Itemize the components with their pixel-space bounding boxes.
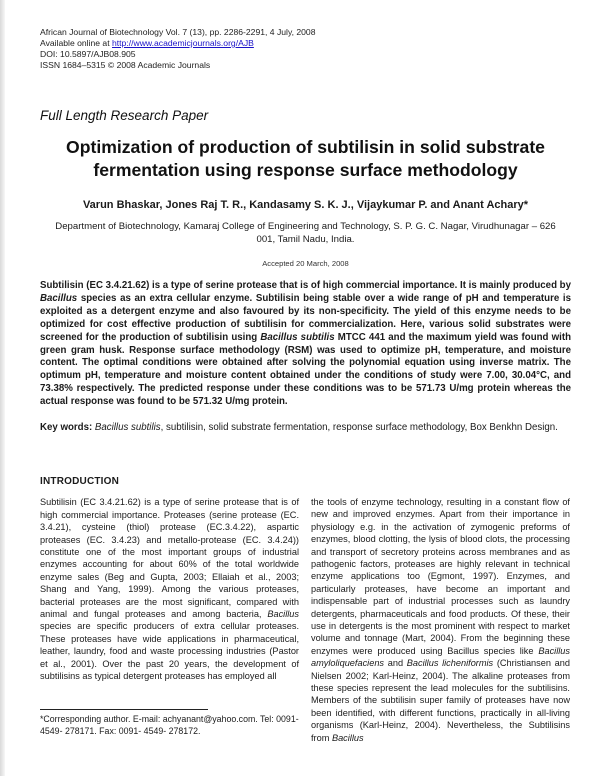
- affiliation-line: Department of Biotechnology, Kamaraj Col…: [55, 221, 556, 245]
- doi-line: DOI: 10.5897/AJB08.905: [40, 49, 136, 59]
- accepted-date: Accepted 20 March, 2008: [262, 259, 349, 268]
- journal-header: African Journal of Biotechnology Vol. 7 …: [40, 27, 571, 71]
- keywords-label: Key words:: [40, 422, 93, 434]
- availability-line: Available online at http://www.academicj…: [40, 38, 571, 49]
- introduction-text-right: the tools of enzyme technology, resultin…: [311, 496, 570, 743]
- column-right: the tools of enzyme technology, resultin…: [311, 476, 570, 744]
- footnote-divider: [40, 709, 208, 711]
- section-label: Full Length Research Paper: [40, 108, 209, 123]
- paper-title: Optimization of production of subtilisin…: [66, 137, 545, 180]
- abstract-text: Subtilisin (EC 3.4.21.62) is a type of s…: [40, 280, 572, 408]
- keywords-text: Bacillus subtilis, subtilisin, solid sub…: [94, 422, 558, 434]
- footnote-text: *Corresponding author. E-mail: achyanant…: [40, 714, 299, 737]
- corresponding-author-footnote: *Corresponding author. E-mail: achyanant…: [40, 709, 299, 737]
- page-edge: [0, 0, 5, 776]
- body-columns: INTRODUCTION Subtilisin (EC 3.4.21.62) i…: [40, 476, 571, 744]
- introduction-heading: INTRODUCTION: [40, 475, 120, 487]
- journal-url-link[interactable]: http://www.academicjournals.org/AJB: [112, 38, 254, 48]
- column-left: INTRODUCTION Subtilisin (EC 3.4.21.62) i…: [40, 476, 299, 744]
- journal-citation-line: African Journal of Biotechnology Vol. 7 …: [40, 27, 316, 37]
- keywords-block: Key words: Bacillus subtilis, subtilisin…: [40, 422, 571, 435]
- issn-line: ISSN 1684–5315 © 2008 Academic Journals: [40, 60, 211, 70]
- availability-prefix: Available online at: [40, 38, 112, 48]
- introduction-text-left: Subtilisin (EC 3.4.21.62) is a type of s…: [40, 497, 299, 682]
- authors-line: Varun Bhaskar, Jones Raj T. R., Kandasam…: [82, 199, 529, 211]
- paper-page: African Journal of Biotechnology Vol. 7 …: [40, 27, 571, 744]
